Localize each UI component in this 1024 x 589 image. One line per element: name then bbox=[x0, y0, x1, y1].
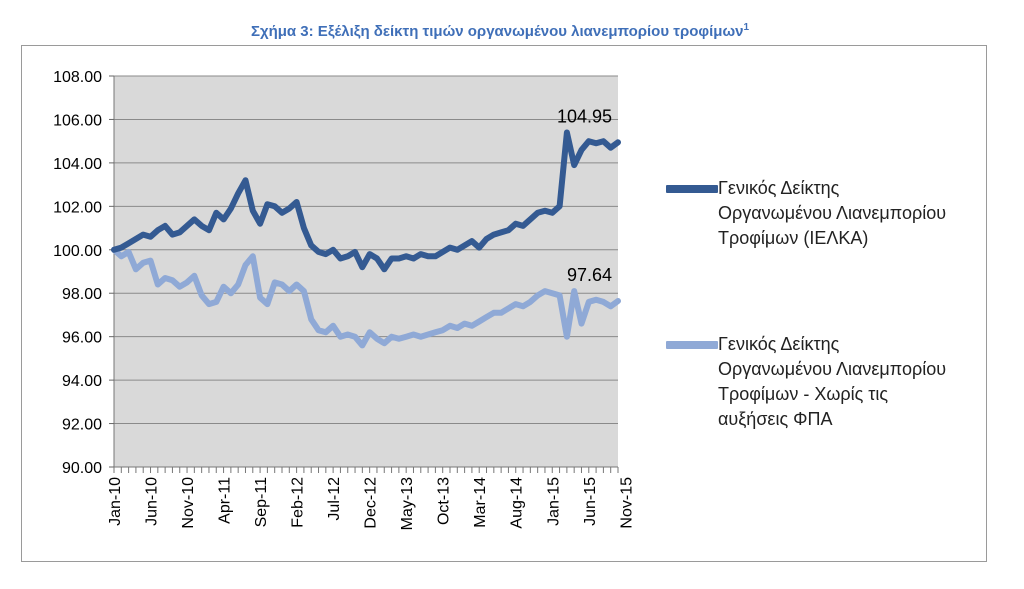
y-tick-label: 108.00 bbox=[53, 69, 102, 86]
x-tick-label: Feb-12 bbox=[290, 477, 307, 528]
x-tick-label: Sep-11 bbox=[253, 477, 270, 528]
series-line-ielka bbox=[111, 129, 621, 273]
y-tick-label: 98.00 bbox=[62, 286, 102, 303]
annotations: 104.95 97.64 bbox=[557, 106, 612, 285]
series-line-no-vat bbox=[111, 246, 621, 349]
x-tick-label: Dec-12 bbox=[363, 477, 380, 529]
y-tick-label: 104.00 bbox=[53, 156, 102, 173]
y-tick-label: 102.00 bbox=[53, 199, 102, 216]
x-tick-label: Nov-10 bbox=[180, 477, 197, 529]
plot-area bbox=[114, 76, 618, 467]
y-tick-label: 90.00 bbox=[62, 460, 102, 477]
legend-swatch-ielka bbox=[666, 185, 718, 193]
x-tick-label: Nov-15 bbox=[618, 477, 635, 529]
y-tick-label: 100.00 bbox=[53, 243, 102, 260]
legend-label-ielka: Γενικός Δείκτης Οργανωμένου Λιανεμπορίου Τ… bbox=[718, 178, 947, 248]
y-tick-label: 94.00 bbox=[62, 373, 102, 390]
annotation-last-value-ielka: 104.95 bbox=[557, 106, 612, 126]
y-tick-label: 96.00 bbox=[62, 330, 102, 347]
y-axis-ticks: 90.00 92.00 94.00 96.00 98.00 100.00 102.00 104… bbox=[53, 69, 114, 477]
x-tick-label: Oct-13 bbox=[436, 477, 453, 525]
chart-title: Σχήμα 3: Εξέλιξη δείκτη τιμών οργανωμένο… bbox=[250, 22, 750, 40]
x-tick-label: Jun-10 bbox=[144, 477, 161, 526]
x-axis-ticks: Jan-10 Jun-10 Nov-10 Apr-11 Sep-11 Feb-12 Jul-… bbox=[107, 467, 635, 530]
y-tick-label: 106.00 bbox=[53, 112, 102, 129]
legend-swatch-no-vat bbox=[666, 341, 718, 349]
x-tick-label: Mar-14 bbox=[472, 477, 489, 528]
series-lines bbox=[111, 129, 621, 349]
x-tick-label: May-13 bbox=[399, 477, 416, 530]
x-tick-label: Jul-12 bbox=[326, 477, 343, 521]
chart-frame bbox=[21, 45, 987, 562]
x-tick-label: Aug-14 bbox=[509, 477, 526, 529]
x-tick-label: Jan-10 bbox=[107, 477, 124, 526]
y-tick-label: 92.00 bbox=[62, 417, 102, 434]
annotation-last-value-no-vat: 97.64 bbox=[567, 265, 612, 285]
grid-lines bbox=[113, 75, 618, 468]
x-tick-label: Jan-15 bbox=[545, 477, 562, 526]
x-tick-label: Apr-11 bbox=[217, 477, 234, 524]
legend-label-no-vat: Γενικός Δείκτης Οργανωμένου Λιανεμπορίου Τ… bbox=[718, 334, 947, 429]
x-tick-label: Jun-15 bbox=[582, 477, 599, 526]
